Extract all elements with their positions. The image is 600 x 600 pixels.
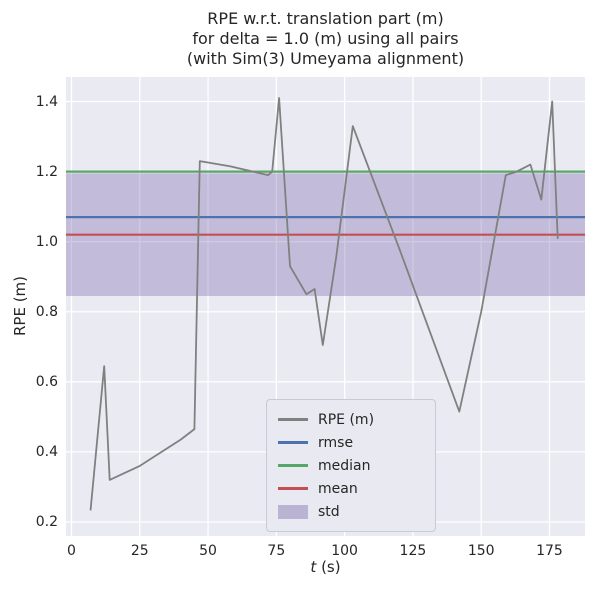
y-tick-label: 1.2 — [35, 163, 58, 180]
legend-line-sample-rpe — [278, 418, 308, 421]
x-tick-label: 50 — [199, 543, 217, 559]
x-tick-label: 75 — [267, 543, 286, 559]
legend-line-sample-median — [278, 464, 308, 467]
chart-title-line3: (with Sim(3) Umeyama alignment) — [186, 49, 465, 68]
x-tick-label: 125 — [399, 543, 427, 559]
y-tick-label: 0.2 — [35, 513, 58, 530]
chart-title: RPE w.r.t. translation part (m) for delt… — [66, 9, 585, 69]
y-tick-label: 0.6 — [35, 373, 58, 390]
legend-line-sample-mean — [278, 487, 308, 490]
x-axis-label: t (s) — [66, 558, 585, 576]
x-tick-label: 100 — [331, 543, 358, 559]
x-axis-label-var: t — [310, 558, 317, 576]
legend-patch-sample-std — [278, 504, 308, 519]
legend-item-std: std — [278, 500, 424, 523]
legend-label-rmse: rmse — [318, 434, 354, 451]
legend-item-mean: mean — [278, 477, 424, 500]
x-tick-label: 150 — [467, 543, 495, 559]
chart-title-line2: for delta = 1.0 (m) using all pairs — [192, 29, 459, 48]
x-axis-label-unit: (s) — [321, 558, 341, 576]
legend-item-rmse: rmse — [278, 431, 424, 454]
legend-label-median: median — [318, 457, 371, 474]
chart-canvas — [66, 77, 585, 536]
x-tick-label: 25 — [130, 543, 149, 559]
legend-label-std: std — [318, 503, 340, 520]
legend: RPE (m) rmse median mean std — [266, 399, 436, 532]
chart-title-line1: RPE w.r.t. translation part (m) — [207, 9, 444, 28]
y-tick-label: 1.0 — [35, 233, 58, 250]
y-tick-label: 1.4 — [35, 93, 58, 110]
legend-item-rpe: RPE (m) — [278, 408, 424, 431]
y-tick-label: 0.4 — [35, 443, 58, 460]
legend-item-median: median — [278, 454, 424, 477]
legend-line-sample-rmse — [278, 441, 308, 444]
legend-label-rpe: RPE (m) — [318, 411, 375, 428]
x-tick-label: 175 — [536, 543, 563, 559]
plot-area: RPE (m) rmse median mean std — [66, 77, 585, 536]
y-tick-label: 0.8 — [35, 303, 58, 320]
legend-label-mean: mean — [318, 480, 358, 497]
x-tick-label: 0 — [66, 543, 76, 559]
